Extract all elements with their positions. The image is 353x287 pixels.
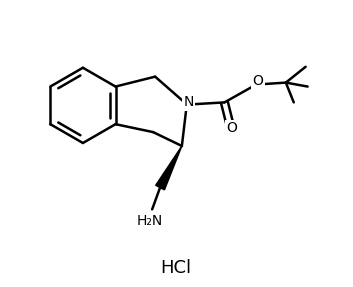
Text: HCl: HCl xyxy=(161,259,192,277)
Text: O: O xyxy=(253,73,264,88)
Polygon shape xyxy=(156,146,182,190)
Text: O: O xyxy=(226,121,237,135)
Text: H₂N: H₂N xyxy=(137,214,163,228)
Text: N: N xyxy=(184,95,194,109)
